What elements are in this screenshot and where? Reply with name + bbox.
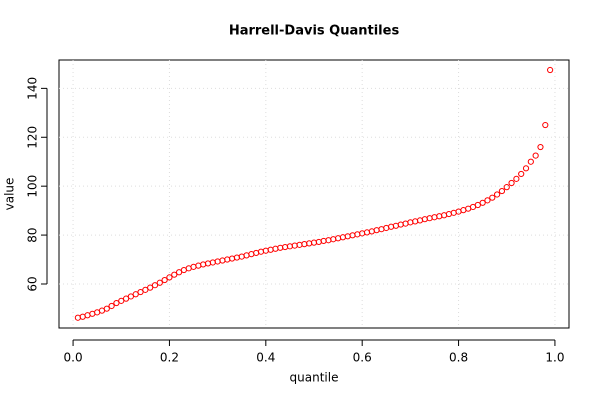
point: [547, 66, 554, 74]
point: [257, 248, 265, 255]
point: [344, 233, 351, 240]
x-tick-label: 0.0: [64, 351, 83, 365]
point: [412, 218, 419, 225]
point: [484, 197, 491, 204]
point: [421, 216, 428, 223]
point: [267, 246, 274, 253]
y-axis-label: value: [3, 178, 17, 211]
point: [489, 194, 496, 201]
point: [122, 295, 130, 302]
point: [330, 236, 337, 243]
point: [142, 286, 149, 293]
point: [171, 271, 178, 278]
y-tick-label: 100: [26, 175, 40, 198]
point: [479, 199, 486, 206]
point: [200, 261, 207, 268]
point: [431, 214, 438, 221]
point: [354, 231, 361, 238]
point: [137, 288, 144, 296]
point: [508, 179, 515, 187]
point: [127, 293, 134, 300]
x-tick-label: 0.2: [160, 351, 179, 365]
plot-box: [58, 59, 570, 329]
y-tick-label: 60: [26, 276, 40, 291]
point: [339, 234, 347, 241]
x-tick-label: 1.0: [545, 351, 564, 365]
point: [518, 170, 525, 178]
x-tick-label: 0.6: [353, 351, 372, 365]
chart-title: Harrell-Davis Quantiles: [229, 24, 400, 39]
point: [228, 255, 236, 262]
point: [542, 121, 549, 129]
point: [387, 223, 395, 230]
point: [498, 187, 506, 195]
point: [436, 213, 443, 220]
x-axis-label: quantile: [290, 371, 339, 385]
point: [118, 297, 125, 304]
point: [397, 221, 404, 228]
point: [349, 232, 356, 239]
point: [214, 258, 221, 265]
point: [233, 254, 241, 261]
point: [334, 235, 342, 242]
point: [363, 229, 371, 236]
point: [494, 191, 501, 198]
point: [513, 175, 520, 182]
point: [113, 299, 120, 307]
point: [373, 227, 380, 234]
point: [175, 269, 183, 276]
point: [522, 165, 530, 172]
point: [224, 256, 231, 263]
point: [147, 284, 154, 291]
point: [74, 314, 81, 321]
point: [151, 282, 159, 289]
point: [527, 158, 534, 165]
x-tick-label: 0.4: [256, 351, 275, 365]
point: [359, 230, 366, 237]
point: [103, 305, 110, 312]
point: [272, 245, 279, 252]
point: [219, 257, 226, 264]
point: [132, 291, 139, 298]
point: [503, 184, 510, 191]
point: [156, 279, 163, 286]
point: [209, 259, 216, 266]
point: [426, 215, 433, 222]
point: [166, 274, 173, 281]
y-tick-label: 140: [26, 77, 40, 100]
point: [474, 201, 481, 209]
y-tick-label: 120: [26, 126, 40, 149]
y-tick-label: 80: [26, 227, 40, 242]
point: [407, 219, 414, 226]
point: [537, 143, 544, 151]
point: [204, 260, 212, 267]
point: [108, 302, 115, 310]
x-tick-label: 0.8: [449, 351, 468, 365]
point: [532, 152, 539, 159]
point: [161, 276, 168, 284]
